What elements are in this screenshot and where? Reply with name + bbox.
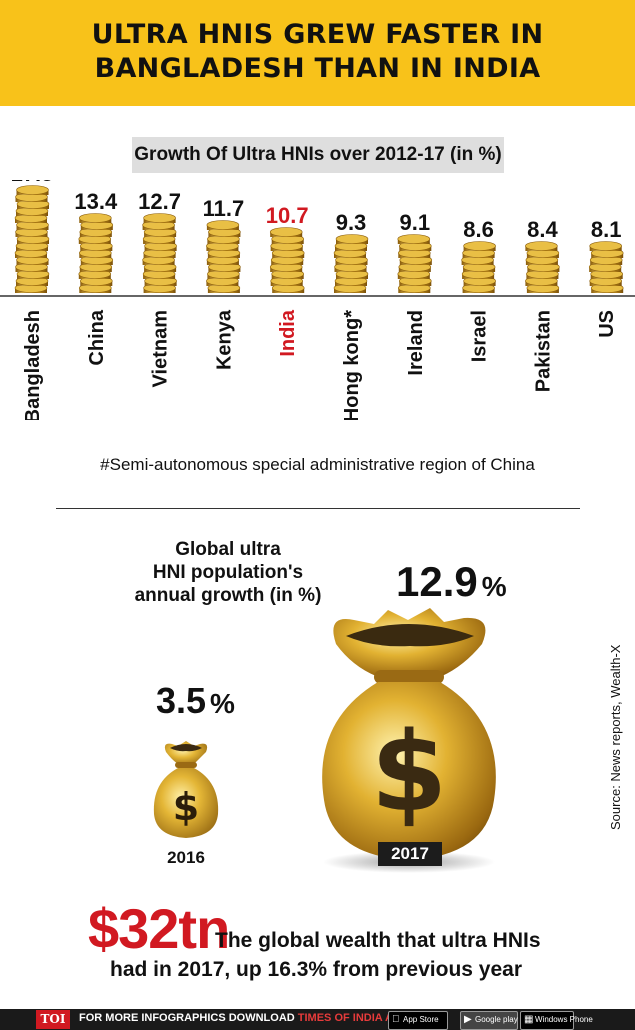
bar-value-label-3: 11.7: [203, 196, 245, 221]
year-2017-label: 2017: [378, 842, 442, 866]
category-label-0: Bangladesh: [22, 310, 44, 420]
global-growth-title-line-2: HNI population's: [152, 562, 304, 583]
bar-value-label-7: 8.6: [463, 217, 494, 242]
toi-logo: TOI: [36, 1010, 70, 1029]
category-label-5: Hong kong*: [341, 310, 363, 420]
wealth-description-line-2: had in 2017, up 16.3% from previous year: [110, 958, 522, 981]
year-2016-label: 2016: [167, 848, 205, 867]
growth-2017-pct-sign: %: [481, 571, 507, 602]
category-label-4: India: [277, 309, 299, 357]
bar-5: [333, 234, 369, 293]
bag-big-dollar-sign: $: [371, 708, 448, 836]
wealth-description-line-1: The global wealth that ultra HNIs: [215, 929, 541, 952]
category-label-8: Pakistan: [532, 310, 554, 392]
bag-small-dollar-sign: $: [173, 785, 199, 829]
google-play-button[interactable]: ▶ Google play: [460, 1011, 518, 1030]
source-note: Source: News reports, Wealth-X: [608, 630, 623, 830]
growth-2016-value: 3.5%: [156, 680, 235, 722]
bar-7: [461, 241, 496, 293]
footer-promo-highlight: TIMES OF INDIA APP: [297, 1012, 408, 1024]
footer-bar: TOI FOR MORE INFOGRAPHICS DOWNLOAD TIMES…: [0, 1009, 635, 1030]
bar-value-label-2: 12.7: [138, 189, 181, 214]
category-label-6: Ireland: [405, 310, 427, 376]
bar-value-label-8: 8.4: [527, 217, 558, 242]
global-growth-title-line-3: annual growth (in %): [134, 585, 322, 606]
growth-2017-value: 12.9%: [396, 558, 507, 606]
source-text: Source: News reports, Wealth-X: [608, 644, 623, 830]
category-label-3: Kenya: [213, 309, 235, 370]
bar-8: [525, 241, 560, 293]
bar-value-label-4: 10.7: [266, 203, 309, 228]
money-bag-2017-icon: $: [322, 608, 496, 873]
google-play-label: Google play: [475, 1015, 518, 1024]
growth-2017-number: 12.9: [396, 558, 478, 605]
footer-promo: FOR MORE INFOGRAPHICS DOWNLOAD TIMES OF …: [79, 1012, 408, 1024]
bar-4: [269, 227, 305, 293]
app-store-label: App Store: [403, 1015, 439, 1024]
header-banner: ULTRA HNIS GREW FASTER IN BANGLADESH THA…: [0, 0, 635, 106]
growth-bar-chart: 17.3 Bangladesh 13.4 China 12.7 Vietnam 11.7 Ke…: [0, 180, 635, 420]
bar-value-label-5: 9.3: [336, 210, 367, 235]
footer-promo-text: FOR MORE INFOGRAPHICS DOWNLOAD: [79, 1012, 298, 1024]
money-bag-2016-icon: $: [153, 741, 219, 838]
divider: [56, 508, 580, 509]
windows-phone-button[interactable]: ▦ Windows Phone: [520, 1011, 593, 1030]
global-growth-title: Global ultra HNI population's annual gro…: [118, 538, 338, 607]
windows-icon: ▦: [524, 1014, 534, 1025]
title-line-1: ULTRA HNIS GREW FASTER IN: [91, 19, 544, 50]
growth-2016-pct-sign: %: [210, 688, 235, 719]
play-icon: ▶: [464, 1014, 472, 1025]
bar-value-label-1: 13.4: [74, 189, 118, 214]
bar-3: [206, 220, 241, 293]
windows-phone-label: Windows Phone: [535, 1015, 593, 1024]
app-store-button[interactable]:  App Store: [388, 1011, 448, 1030]
footnote: #Semi-autonomous special administrative …: [100, 455, 535, 474]
category-label-1: China: [86, 309, 108, 365]
bar-2: [142, 213, 177, 293]
bar-value-label-0: 17.3: [11, 180, 54, 186]
bar-value-label-9: 8.1: [591, 217, 622, 242]
global-growth-title-line-1: Global ultra: [175, 539, 281, 560]
chart-title: Growth Of Ultra HNIs over 2012-17 (in %): [132, 137, 504, 173]
title-line-2: BANGLADESH THAN IN INDIA: [94, 53, 541, 84]
bar-9: [588, 241, 624, 293]
bar-1: [78, 213, 114, 293]
apple-icon: : [392, 1014, 400, 1026]
bar-6: [397, 234, 433, 293]
category-label-9: US: [596, 310, 618, 338]
category-label-2: Vietnam: [150, 310, 172, 387]
bar-value-label-6: 9.1: [400, 210, 431, 235]
bar-0: [14, 185, 50, 293]
page-title: ULTRA HNIS GREW FASTER IN BANGLADESH THA…: [0, 18, 635, 86]
wealth-value: $32tn: [88, 897, 230, 960]
growth-2016-number: 3.5: [156, 680, 207, 721]
category-label-7: Israel: [469, 310, 491, 362]
